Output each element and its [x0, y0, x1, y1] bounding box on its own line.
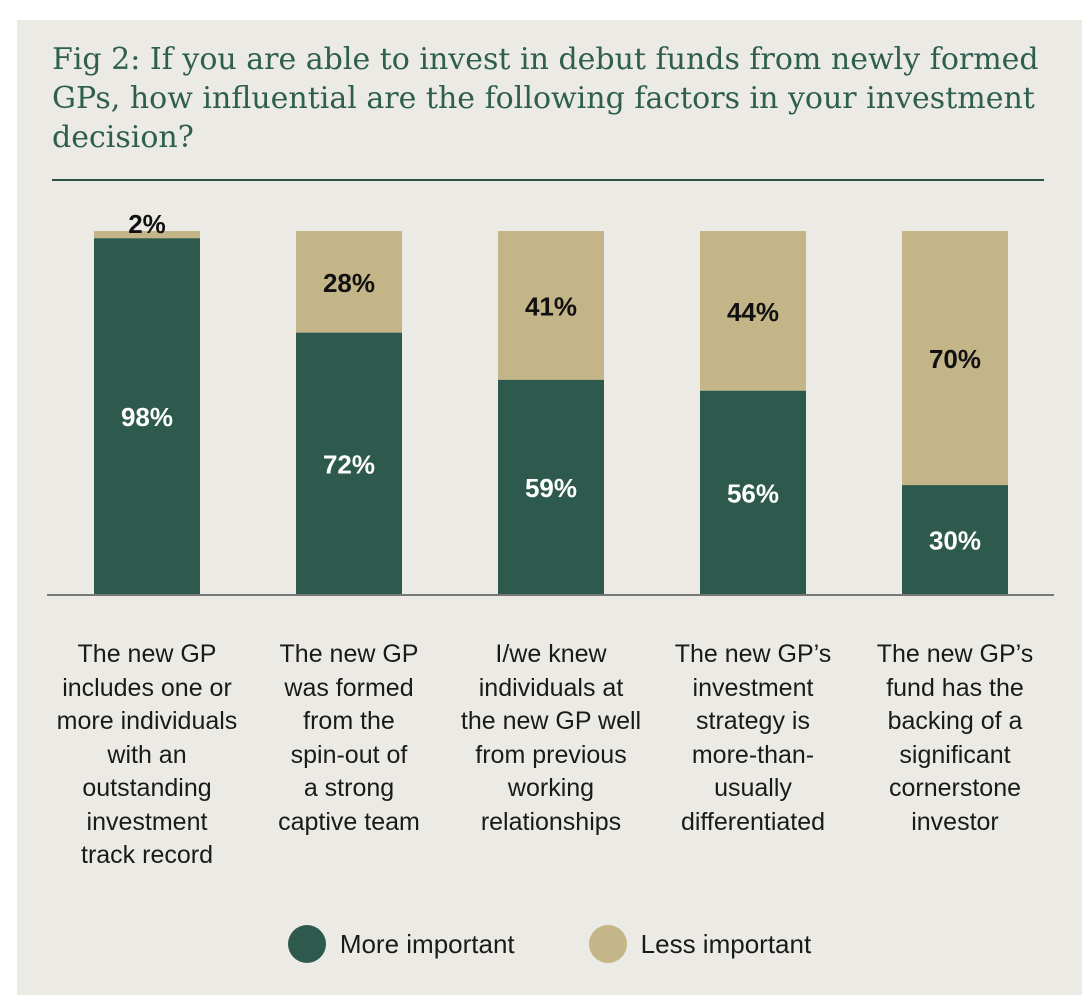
category-label-line: a strong [303, 774, 395, 802]
category-label-line: more-than- [691, 740, 815, 769]
legend-label-less-important: Less important [640, 928, 812, 959]
title-divider [52, 179, 1044, 181]
legend-swatch-less-important [588, 925, 627, 963]
category-label-line: spin-out of [290, 740, 408, 769]
category-label-line: I/we knew [495, 640, 607, 668]
category-label-line: the new GP well [460, 707, 642, 735]
legend-item-less-important: Less important [588, 925, 812, 963]
data-label-less-important-1: 2% [128, 209, 166, 239]
category-label-line: outstanding [82, 774, 212, 802]
category-label-line: individuals at [478, 673, 624, 702]
bar-more-important-4 [700, 390, 806, 594]
category-label-line: includes one or [62, 673, 232, 702]
category-label-line: The new GP’s [674, 640, 832, 668]
category-label-line: cornerstone [888, 774, 1022, 802]
data-label-more-important-1: 98% [121, 402, 173, 432]
category-label-line: track record [81, 841, 213, 869]
bar-less-important-1 [94, 231, 200, 239]
category-label-line: captive team [278, 807, 420, 836]
data-label-less-important-4: 44% [727, 297, 779, 327]
category-label-line: backing of a [887, 707, 1023, 735]
category-label-line: differentiated [680, 807, 826, 836]
category-label-line: fund has the [886, 673, 1024, 702]
legend: More important Less important [17, 925, 1082, 963]
bar-less-important-2 [296, 231, 402, 333]
legend-label-more-important: More important [339, 928, 515, 959]
chart-title: Fig 2: If you are able to invest in debu… [52, 42, 1039, 155]
category-label-4: The new GP’s investment strategy is more-th… [648, 638, 858, 839]
data-label-less-important-2: 28% [323, 268, 375, 298]
category-label-line: significant [899, 740, 1011, 769]
category-label-1: The new GP includes one or more individual… [42, 638, 252, 873]
legend-item-more-important: More important [287, 925, 515, 963]
bar-more-important-2 [296, 332, 402, 594]
category-label-line: from previous [475, 740, 627, 769]
category-label-line: working [507, 774, 595, 802]
category-label-line: The new GP’s [876, 640, 1034, 668]
category-label-line: relationships [480, 807, 622, 836]
data-label-more-important-3: 59% [525, 473, 577, 503]
data-label-less-important-5: 70% [929, 344, 981, 374]
category-label-line: The new GP [77, 640, 217, 668]
category-label-3: I/we knew individuals at the new GP well fr… [446, 638, 656, 839]
category-label-line: investment [692, 673, 814, 702]
category-label-line: from the [303, 707, 395, 735]
stacked-bar-chart: 2% 98% 28% 72% 41% 59% 44% 56% 70% 30% [47, 209, 1054, 596]
chart-panel: Fig 2: If you are able to invest in debu… [17, 20, 1082, 995]
category-label-line: The new GP [279, 640, 419, 668]
category-label-5: The new GP’s fund has the backing of a sign… [850, 638, 1060, 839]
bar-less-important-3 [498, 231, 604, 380]
bar-less-important-4 [700, 231, 806, 391]
data-label-more-important-4: 56% [727, 478, 779, 508]
category-label-line: usually [714, 774, 792, 802]
bar-less-important-5 [902, 231, 1008, 486]
category-label-line: more individuals [56, 707, 238, 735]
category-label-line: with an [107, 740, 187, 769]
bar-more-important-1 [94, 238, 200, 594]
data-label-more-important-2: 72% [323, 449, 375, 479]
category-label-line: investment [86, 807, 208, 836]
category-label-line: was formed [284, 673, 414, 702]
category-label-line: strategy is [696, 707, 810, 735]
legend-swatch-more-important [287, 925, 326, 963]
data-label-less-important-3: 41% [525, 291, 577, 321]
bar-more-important-5 [902, 485, 1008, 594]
data-label-more-important-5: 30% [929, 526, 981, 556]
bar-more-important-3 [498, 379, 604, 594]
category-label-line: investor [911, 807, 999, 836]
category-label-2: The new GP was formed from the spin-out of a… [244, 638, 454, 839]
